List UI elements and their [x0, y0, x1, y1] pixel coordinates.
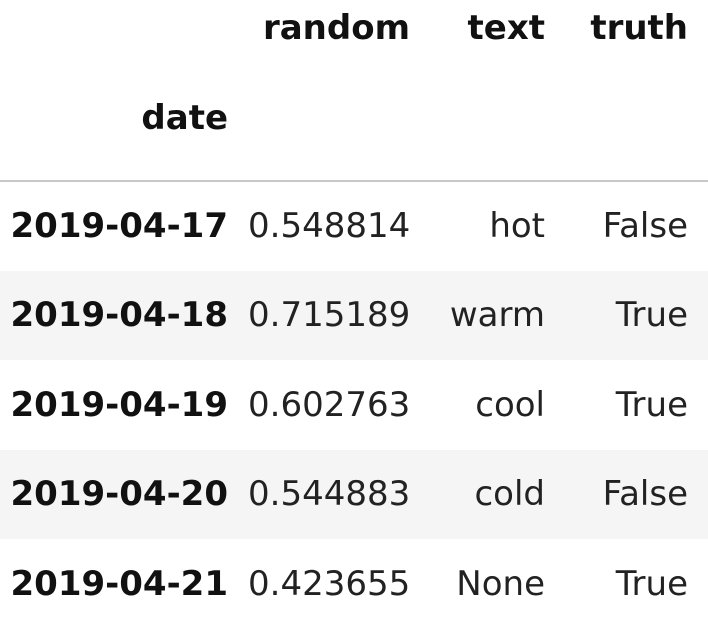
dataframe-view: random text truth date 2019-04-17 0.5488… — [0, 8, 708, 604]
row-index-date: 2019-04-17 — [10, 206, 228, 247]
cell-truth: True — [615, 384, 688, 425]
index-header-empty-cell — [248, 56, 430, 181]
column-header-row: random text truth — [0, 0, 708, 56]
table-row: 2019-04-20 0.544883 cold False — [0, 449, 708, 539]
cell-truth: True — [615, 563, 688, 604]
cell-random: 0.544883 — [248, 474, 411, 515]
index-corner-cell — [0, 0, 248, 56]
column-header-truth: truth — [590, 8, 688, 48]
cell-truth: False — [602, 474, 688, 515]
row-index-date: 2019-04-21 — [10, 563, 228, 604]
cell-text: cold — [474, 474, 545, 515]
index-header-empty-cell — [430, 56, 565, 181]
column-header-text: text — [467, 8, 546, 48]
cell-text: warm — [449, 295, 545, 336]
cell-random: 0.715189 — [248, 295, 411, 336]
table-body: 2019-04-17 0.548814 hot False 2019-04-18… — [0, 181, 708, 629]
column-header-random: random — [262, 8, 410, 48]
row-index-date: 2019-04-20 — [10, 474, 228, 515]
cell-truth: True — [615, 295, 688, 336]
cell-text: None — [456, 563, 545, 604]
index-header-row: date — [0, 56, 708, 181]
cell-random: 0.602763 — [248, 384, 411, 425]
cell-text: hot — [489, 206, 545, 247]
table-row: 2019-04-21 0.423655 None True — [0, 539, 708, 629]
cell-random: 0.548814 — [248, 206, 411, 247]
index-name-header: date — [141, 98, 228, 138]
row-index-date: 2019-04-19 — [10, 384, 228, 425]
table-row: 2019-04-19 0.602763 cool True — [0, 360, 708, 450]
index-header-empty-cell — [565, 56, 708, 181]
cell-truth: False — [602, 206, 688, 247]
table-row: 2019-04-17 0.548814 hot False — [0, 181, 708, 271]
row-index-date: 2019-04-18 — [10, 295, 228, 336]
table-row: 2019-04-18 0.715189 warm True — [0, 270, 708, 360]
table-header: random text truth date — [0, 0, 708, 181]
cell-random: 0.423655 — [248, 563, 411, 604]
cell-text: cool — [475, 384, 545, 425]
